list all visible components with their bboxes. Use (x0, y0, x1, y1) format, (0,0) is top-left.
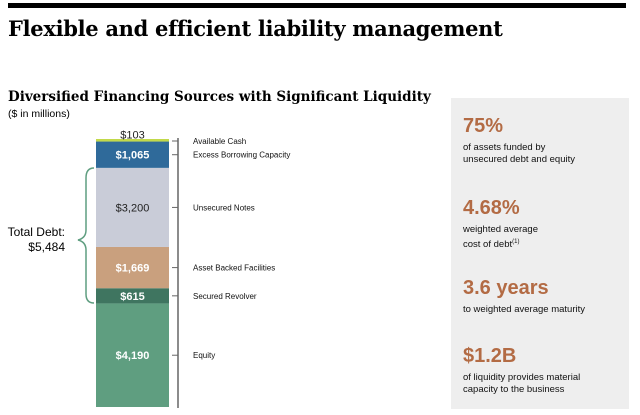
top-rule (8, 3, 626, 8)
units-label: ($ in millions) (8, 108, 70, 120)
legend-label-available-cash: Available Cash (193, 137, 246, 146)
kpi-liquidity: $1.2B of liquidity provides material cap… (463, 345, 623, 396)
data-label-secured-revolver: $615 (120, 291, 144, 303)
segment-legend: Equity Secured Revolver Asset Backed Facil… (172, 137, 290, 360)
bar-segment-asset-backed-facilities (96, 246, 169, 289)
total-debt-value: $5,484 (28, 240, 65, 254)
kpi-value: $1.2B (463, 345, 517, 367)
legend-label-unsecured-notes: Unsecured Notes (193, 203, 255, 212)
data-label-available-cash: $103 (120, 130, 144, 142)
legend-label-equity: Equity (193, 351, 215, 360)
stacked-bar: $4,190 $615 $1,669 $3,200 $1,065 $103 (96, 130, 169, 407)
legend-label-asset-backed-facilities: Asset Backed Facilities (193, 264, 275, 273)
data-label-unsecured-notes: $3,200 (116, 202, 150, 214)
kpi-value: 3.6 years (463, 277, 549, 299)
kpi-value: 4.68% (463, 197, 520, 219)
total-debt-brace (77, 167, 95, 304)
kpi-description: weighted average cost of debt(1) (463, 224, 538, 251)
bar-segment-unsecured-notes (96, 167, 169, 247)
data-label-asset-backed-facilities: $1,669 (116, 263, 150, 275)
kpi-description: of liquidity provides material capacity … (463, 372, 581, 395)
total-debt-label: Total Debt: (8, 225, 65, 239)
data-label-equity: $4,190 (116, 350, 150, 362)
bar-segment-excess-borrowing-capacity (96, 141, 169, 168)
kpi-maturity: 3.6 years to weighted average maturity (463, 277, 623, 316)
chart-title: Diversified Financing Sources with Signi… (8, 89, 431, 105)
kpi-cost-of-debt: 4.68% weighted average cost of debt(1) (463, 197, 623, 251)
page-title: Flexible and efficient liability managem… (8, 16, 503, 41)
kpi-description: to weighted average maturity (463, 304, 585, 315)
bar-segment-secured-revolver (96, 288, 169, 304)
kpi-assets-funded: 75% of assets funded by unsecured debt a… (463, 115, 623, 166)
legend-label-secured-revolver: Secured Revolver (193, 292, 257, 301)
bar-segment-available-cash (96, 139, 169, 142)
kpi-description: of assets funded by unsecured debt and e… (463, 142, 575, 165)
data-label-excess-borrowing-capacity: $1,065 (116, 150, 150, 162)
legend-label-excess-borrowing-capacity: Excess Borrowing Capacity (193, 151, 290, 160)
kpi-value: 75% (463, 115, 504, 137)
bar-segment-equity (96, 303, 169, 407)
financing-chart: $4,190 $615 $1,669 $3,200 $1,065 $103 Equity S… (8, 130, 290, 408)
kpi-panel (451, 98, 629, 409)
